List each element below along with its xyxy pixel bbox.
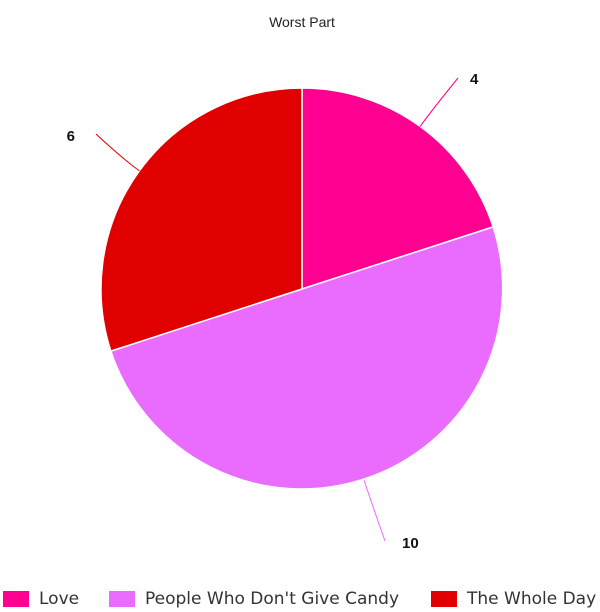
legend-item-people-who-dont-give-candy[interactable]: People Who Don't Give Candy bbox=[109, 589, 399, 609]
legend-label-people-who-dont-give-candy: People Who Don't Give Candy bbox=[145, 589, 400, 609]
data-label-people-who-don-t-give-candy: 10 bbox=[402, 535, 419, 552]
legend-label-the-whole-day: The Whole Day bbox=[467, 589, 597, 609]
legend-swatch-the-whole-day bbox=[431, 591, 457, 607]
pie-slice-the-whole-day[interactable] bbox=[100, 87, 303, 353]
chart-title: Worst Part bbox=[269, 14, 335, 30]
data-label-love: 4 bbox=[470, 71, 479, 88]
leader-line-people-who-don-t-give-candy bbox=[363, 480, 386, 542]
data-label-leaders bbox=[95, 77, 459, 542]
leader-line-the-whole-day bbox=[95, 133, 140, 172]
legend-label-love: Love bbox=[39, 589, 80, 609]
legend-swatch-people-who-dont-give-candy bbox=[109, 591, 135, 607]
data-labels: 4 10 6 bbox=[67, 71, 479, 552]
data-label-the-whole-day: 6 bbox=[67, 128, 75, 145]
leader-line-love bbox=[419, 77, 459, 127]
pie-slice-people-who-don-t-give-candy[interactable] bbox=[109, 225, 504, 490]
legend-swatch-love bbox=[3, 591, 29, 607]
pie-slices bbox=[100, 87, 504, 490]
pie-chart-canvas: Worst Part 4 10 6 bbox=[67, 14, 504, 552]
chart-legend: Love People Who Don't Give Candy The Who… bbox=[0, 585, 600, 612]
legend-item-the-whole-day[interactable]: The Whole Day bbox=[431, 589, 596, 609]
legend-item-love[interactable]: Love bbox=[3, 589, 79, 609]
